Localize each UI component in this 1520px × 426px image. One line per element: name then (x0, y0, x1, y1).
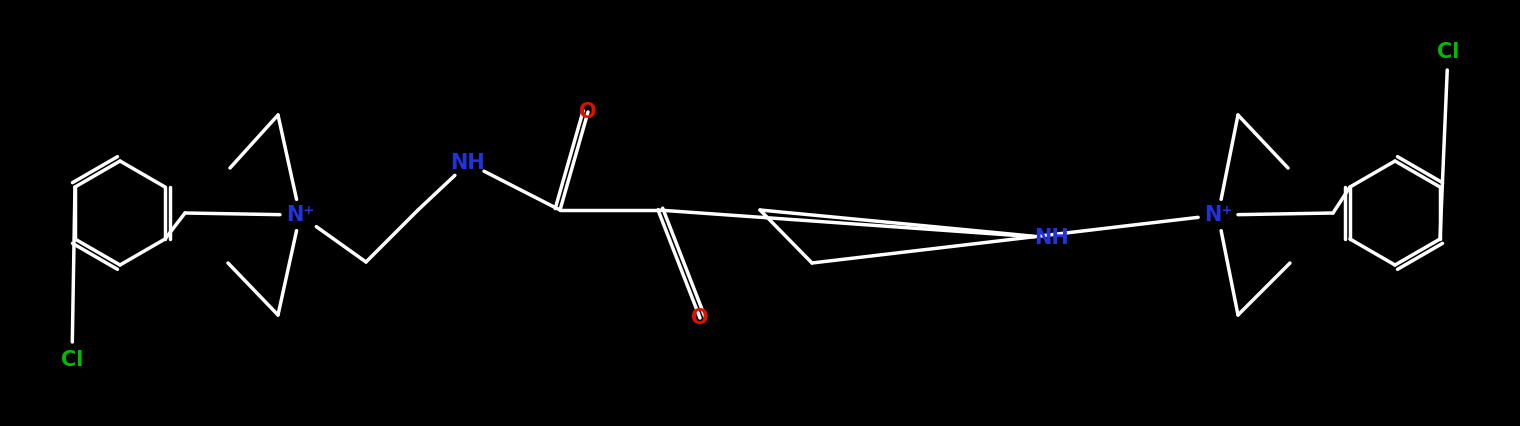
Text: NH: NH (450, 153, 485, 173)
Text: O: O (579, 102, 597, 122)
Text: Cl: Cl (1436, 42, 1459, 62)
Text: O: O (692, 308, 708, 328)
Text: N⁺: N⁺ (1204, 205, 1233, 225)
Text: NH: NH (1035, 228, 1070, 248)
Text: N⁺: N⁺ (286, 205, 315, 225)
Text: Cl: Cl (61, 350, 84, 370)
